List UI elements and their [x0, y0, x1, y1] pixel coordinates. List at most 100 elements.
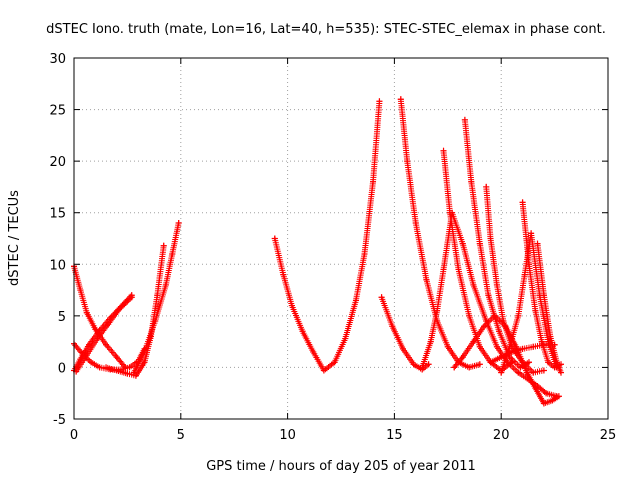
data-point [555, 393, 562, 400]
data-point [124, 370, 131, 377]
data-point [498, 354, 505, 361]
series-6 [130, 220, 182, 376]
x-tick-label: 10 [279, 428, 296, 443]
data-point [434, 307, 441, 314]
series-17 [487, 341, 558, 366]
data-point [83, 352, 90, 359]
data-point [370, 178, 377, 185]
data-point [310, 348, 317, 355]
data-point [500, 318, 507, 325]
data-point [476, 240, 483, 247]
data-point [543, 390, 550, 397]
data-point [412, 220, 419, 227]
y-tick-label: 5 [58, 310, 66, 325]
data-point [446, 209, 453, 216]
data-point [342, 335, 349, 342]
data-point [468, 178, 475, 185]
data-point [444, 343, 451, 350]
chart-title: dSTEC Iono. truth (mate, Lon=16, Lat=40,… [46, 22, 606, 37]
data-point [169, 250, 176, 257]
data-point [175, 220, 182, 227]
data-point [525, 261, 532, 268]
x-tick-label: 20 [493, 428, 510, 443]
data-point [427, 338, 434, 345]
axis-ticks: 0 5 10 15 20 25 -5 0 5 10 15 20 25 30 [49, 52, 616, 443]
data-point [493, 343, 500, 350]
data-point [493, 281, 500, 288]
data-point [160, 242, 167, 249]
data-point [532, 385, 539, 392]
data-point [547, 333, 554, 340]
data-point [508, 348, 515, 355]
data-point [410, 361, 417, 368]
data-point [152, 318, 159, 325]
data-point [103, 341, 110, 348]
data-point [331, 359, 338, 366]
series-10 [419, 209, 560, 400]
x-tick-label: 0 [70, 428, 78, 443]
data-point [517, 364, 524, 371]
data-point [523, 369, 530, 376]
data-point [553, 359, 560, 366]
data-point [558, 369, 565, 376]
data-point [83, 309, 90, 316]
data-point [271, 235, 278, 242]
data-point [85, 341, 92, 348]
data-point [425, 361, 432, 368]
data-point [540, 367, 547, 374]
data-point [515, 312, 522, 319]
data-point [515, 369, 522, 376]
series-18 [534, 240, 565, 376]
data-point [399, 345, 406, 352]
x-tick-label: 25 [600, 428, 617, 443]
data-point [540, 341, 547, 348]
y-tick-label: 0 [58, 361, 66, 376]
data-point [461, 116, 468, 123]
data-point [534, 240, 541, 247]
data-point [419, 364, 426, 371]
data-point [130, 369, 137, 376]
data-point [404, 158, 411, 165]
data-point [530, 343, 537, 350]
x-axis-label: GPS time / hours of day 205 of year 2011 [206, 459, 476, 474]
data-point [162, 281, 169, 288]
data-point [128, 294, 135, 301]
data-point [141, 348, 148, 355]
data-point [506, 343, 513, 350]
data-point [459, 240, 466, 247]
data-point [525, 359, 532, 366]
data-point [540, 292, 547, 299]
series-7 [271, 98, 383, 374]
data-point [376, 98, 383, 105]
data-point [466, 364, 473, 371]
y-tick-label: 15 [49, 207, 66, 222]
data-point [476, 343, 483, 350]
data-point [487, 359, 494, 366]
data-point [481, 323, 488, 330]
data-point [389, 323, 396, 330]
data-point [113, 367, 120, 374]
series-16 [519, 199, 565, 371]
data-point [378, 294, 385, 301]
data-point [96, 364, 103, 371]
data-point [361, 250, 368, 257]
y-tick-label: -5 [53, 413, 66, 428]
data-point [105, 321, 112, 328]
data-point [288, 302, 295, 309]
data-point [470, 281, 477, 288]
data-point [94, 335, 101, 342]
data-point [451, 364, 458, 371]
data-point [519, 199, 526, 206]
data-point [141, 359, 148, 366]
data-point [455, 266, 462, 273]
data-point [280, 271, 287, 278]
data-point [352, 297, 359, 304]
plot-frame [73, 57, 609, 420]
data-point [115, 306, 122, 313]
data-point [521, 271, 528, 278]
series-4 [73, 294, 135, 375]
x-tick-label: 15 [386, 428, 403, 443]
data-point [466, 312, 473, 319]
